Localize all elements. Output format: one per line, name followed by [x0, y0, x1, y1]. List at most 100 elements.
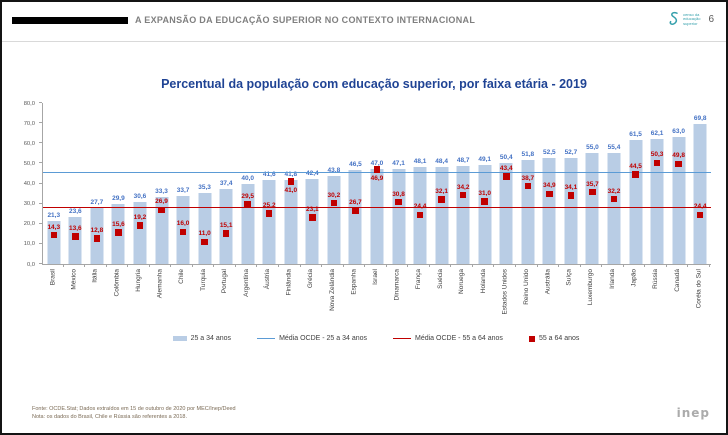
bar-slot: 41,6 25,2: [258, 103, 280, 264]
marker-55-64: [287, 178, 295, 185]
marker-value-label: 25,2: [262, 201, 276, 209]
y-tick-mark: [39, 263, 42, 264]
y-tick-label: 50,0: [23, 160, 35, 167]
header-accent-bar: [12, 17, 128, 24]
x-axis-labels: Brasil México Itália Colômbia Hungria Alemanh…: [42, 264, 710, 330]
y-tick-label: 70,0: [23, 120, 35, 127]
x-label-cell: Suécia: [430, 264, 452, 330]
x-axis-label: Grécia: [307, 269, 315, 289]
bar-slot: 51,8 38,7: [517, 103, 539, 264]
marker-value-label: 49,8: [672, 152, 685, 160]
x-label-cell: México: [64, 264, 86, 330]
bar-value-label: 48,7: [456, 157, 470, 164]
bar: [392, 169, 406, 264]
x-axis-label: Alemanha: [156, 269, 164, 299]
bar-value-label: 47,1: [392, 160, 405, 168]
red-line-icon: [393, 338, 411, 339]
marker-value-label: 13,6: [68, 225, 82, 233]
x-axis-label: Áustria: [264, 269, 272, 290]
bar-swatch-icon: [172, 336, 187, 341]
y-axis: 0,0 10,0 20,0 30,0 40,0 50,0 60,0 70,0 80,0: [2, 101, 42, 268]
x-axis-label: Itália: [91, 269, 99, 283]
bar-slot: 47,0 46,9: [366, 103, 388, 264]
bar-slot: 52,7 34,1: [560, 103, 582, 264]
marker-value-label: 30,8: [392, 190, 405, 198]
x-label-cell: Noruega: [451, 264, 473, 330]
x-axis-label: Reino Unido: [522, 269, 530, 305]
marker-55-64: [244, 201, 251, 208]
y-tick-mark: [39, 182, 42, 184]
legend-item-25-34: 25 a 34 anos: [172, 335, 231, 342]
marker-value-label: 23,1: [306, 206, 319, 214]
marker-55-64: [589, 188, 596, 196]
bar-value-label: 69,8: [693, 114, 707, 122]
x-label-cell: Hungria: [128, 264, 150, 330]
bar-value-label: 27,7: [90, 199, 104, 207]
header-title: A EXPANSÃO DA EDUCAÇÃO SUPERIOR NO CONTE…: [135, 15, 476, 25]
bar-value-label: 47,0: [370, 160, 384, 168]
marker-value-label: 30,2: [327, 191, 341, 199]
bar: [284, 179, 298, 264]
y-tick-mark: [39, 142, 42, 144]
bar-value-label: 33,3: [155, 187, 168, 195]
x-label-cell: Espanha: [344, 264, 366, 330]
y-tick-label: 60,0: [23, 140, 35, 147]
x-axis-label: Holanda: [479, 269, 487, 294]
marker-value-label: 50,3: [650, 151, 664, 159]
censo-s-icon: [669, 11, 678, 25]
bar: [650, 139, 664, 264]
x-axis-label: Irlanda: [609, 269, 616, 289]
x-label-cell: Nova Zelândia: [322, 264, 344, 330]
marker-55-64: [201, 238, 208, 246]
bar-value-label: 49,1: [478, 156, 492, 164]
bar-slot: 61,5 44,5: [625, 103, 647, 264]
x-label-cell: Alemanha: [150, 264, 172, 330]
bar-value-label: 52,5: [543, 149, 556, 157]
marker-value-label: 14,3: [47, 223, 61, 231]
marker-value-label: 34,2: [456, 183, 470, 191]
legend: 25 a 34 anos Média OCDE - 25 a 34 anos M…: [42, 335, 710, 342]
marker-value-label: 26,7: [349, 198, 362, 206]
marker-55-64: [696, 211, 704, 219]
marker-55-64: [330, 199, 338, 207]
bar-value-label: 43,8: [327, 166, 341, 174]
bar: [198, 192, 212, 264]
legend-label: Média OCDE - 25 a 34 anos: [279, 335, 367, 342]
bar-slot: 48,7 34,2: [452, 103, 474, 264]
x-axis-label: Colômbia: [113, 269, 121, 297]
x-axis-label: Japão: [630, 269, 638, 287]
marker-value-label: 16,0: [176, 220, 190, 228]
x-label-cell: França: [408, 264, 430, 330]
x-label-cell: Japão: [624, 264, 646, 330]
x-label-cell: Estados Unidos: [494, 264, 516, 330]
bar-value-label: 51,8: [521, 150, 535, 158]
bar-slot: 48,1 24,4: [409, 103, 431, 264]
bar-slot: 27,7 12,8: [86, 103, 108, 264]
x-axis-label: Hungria: [134, 269, 142, 292]
marker-value-label: 34,1: [564, 183, 578, 191]
bar-slot: 55,4 32,2: [603, 103, 625, 264]
x-axis-label: Suécia: [436, 269, 444, 289]
bar-value-label: 46,5: [349, 161, 362, 169]
censo-logo: censo da educação superior 6: [668, 11, 714, 28]
marker-55-64: [395, 198, 402, 206]
bar-value-label: 29,9: [112, 194, 125, 202]
censo-logo-line3: superior: [683, 20, 698, 26]
ocde-line-25-34: [43, 172, 711, 174]
marker-55-64: [567, 192, 575, 199]
blue-line-icon: [257, 338, 276, 339]
bar-value-label: 33,7: [176, 187, 190, 195]
x-axis-label: Brasil: [48, 269, 56, 286]
marker-55-64: [265, 210, 273, 217]
bar-value-label: 23,6: [68, 207, 82, 215]
marker-value-label: 38,7: [521, 174, 535, 182]
bar: [47, 221, 61, 264]
marker-55-64: [352, 207, 359, 214]
marker-value-label: 15,6: [112, 221, 125, 229]
bar: [348, 170, 362, 264]
x-label-cell: Holanda: [473, 264, 495, 330]
x-label-cell: Rússia: [645, 264, 667, 330]
bar: [499, 162, 513, 264]
marker-55-64: [50, 231, 58, 239]
